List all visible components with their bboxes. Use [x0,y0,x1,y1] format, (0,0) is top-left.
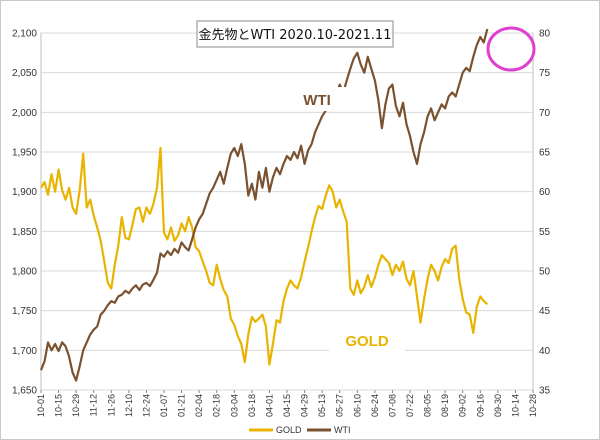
y-right-tick-label: 60 [539,187,551,198]
x-tick-label: 07-22 [405,394,415,417]
y-right-tick-label: 55 [539,227,551,238]
x-tick-label: 11-12 [89,394,99,416]
x-tick-label: 09-30 [493,394,503,417]
legend-label-gold: GOLD [276,425,302,435]
x-tick-label: 07-08 [387,394,397,417]
y-right-tick-label: 75 [539,68,551,79]
x-tick-label: 02-04 [194,394,204,417]
x-tick-label: 05-27 [335,394,345,417]
x-tick-label: 12-10 [124,394,134,417]
y-left-tick-label: 1,900 [12,187,37,198]
x-tick-label: 10-15 [54,394,64,417]
x-tick-label: 01-07 [159,394,169,417]
x-tick-label: 11-26 [106,394,116,416]
y-left-tick-label: 1,950 [12,148,37,159]
legend: GOLD WTI [249,425,351,435]
y-left-tick-label: 1,750 [12,306,37,317]
x-tick-label: 01-21 [177,394,187,417]
highlight-circle [486,26,536,72]
x-tick-label: 04-29 [300,394,310,417]
legend-label-wti: WTI [334,425,351,435]
x-tick-label: 10-28 [528,394,538,417]
y-left-tick-label: 1,700 [12,346,37,357]
y-right-tick-label: 40 [539,346,551,357]
series-line-wti [39,28,489,382]
x-tick-label: 08-05 [423,394,433,417]
x-tick-label: 09-16 [475,394,485,417]
y-left-tick-label: 1,650 [12,386,37,397]
y-left-tick-label: 2,100 [12,29,37,40]
x-tick-label: 09-02 [458,394,468,417]
x-tick-label: 04-15 [282,394,292,417]
gold-series-label: GOLD [345,333,388,350]
x-tick-label: 12-24 [141,394,151,417]
y-right-tick-label: 45 [539,306,551,317]
y-left-tick-label: 2,050 [12,68,37,79]
y-right-tick-label: 65 [539,148,551,159]
x-tick-label: 10-01 [36,394,46,417]
y-right-tick-label: 35 [539,386,551,397]
x-tick-label: 03-18 [247,394,257,417]
right-axis: 35 40 45 50 55 60 65 70 75 80 [539,29,551,397]
y-left-tick-label: 1,800 [12,267,37,278]
x-tick-label: 06-10 [352,394,362,417]
wti-label-box [287,87,347,111]
x-tick-label: 08-19 [440,394,450,417]
x-tick-label: 10-29 [71,394,81,417]
y-right-tick-label: 80 [539,29,551,40]
x-tick-label: 02-18 [212,394,222,417]
series-line-gold [40,146,489,366]
x-tick-label: 10-14 [510,394,520,417]
chart-title: 金先物とWTI 2020.10-2021.11 [199,27,392,43]
y-right-tick-label: 70 [539,108,551,119]
left-axis: 1,650 1,700 1,750 1,800 1,850 1,900 1,950 2,000… [12,29,37,397]
y-left-tick-label: 2,000 [12,108,37,119]
wti-series-label: WTI [303,92,331,109]
label-layer: 金先物とWTI 2020.10-2021.11 WTI GOLD [196,20,536,354]
x-tick-label: 04-01 [264,394,274,417]
x-tick-label: 03-04 [229,394,239,417]
x-tick-label: 05-13 [317,394,327,417]
title-box [196,20,394,48]
x-axis: 10-01 10-15 10-29 11-12 11-26 12-10 12-24 01-07… [36,390,538,417]
x-tick-label: 06-24 [370,394,380,417]
series-layer [39,28,489,382]
gold-label-box [329,326,405,354]
y-left-tick-label: 1,850 [12,227,37,238]
y-right-tick-label: 50 [539,267,551,278]
